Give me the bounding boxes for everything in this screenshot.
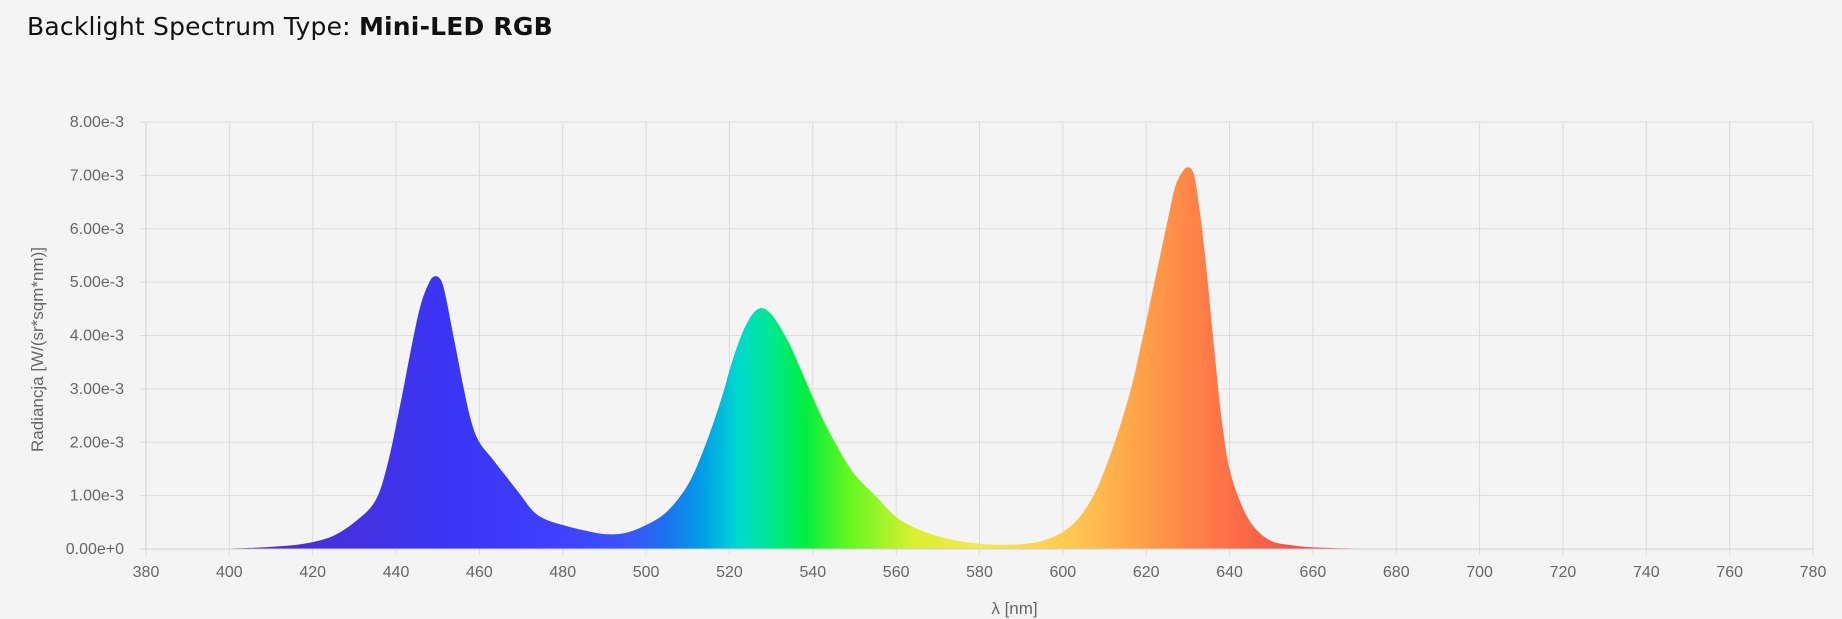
y-tick-label: 8.00e-3 — [70, 114, 124, 131]
x-tick-label: 640 — [1216, 564, 1243, 581]
y-tick-label: 6.00e-3 — [70, 221, 124, 238]
y-axis-title: Radiancja [W/(sr*sqm*nm)] — [28, 247, 47, 452]
y-tick-label: 4.00e-3 — [70, 328, 124, 345]
x-tick-label: 740 — [1633, 564, 1660, 581]
x-tick-label: 620 — [1133, 564, 1160, 581]
x-tick-label: 780 — [1800, 564, 1827, 581]
x-tick-label: 400 — [216, 564, 243, 581]
x-tick-label: 760 — [1716, 564, 1743, 581]
page-title: Backlight Spectrum Type: Mini-LED RGB — [27, 12, 553, 41]
y-tick-label: 5.00e-3 — [70, 274, 124, 291]
x-tick-label: 700 — [1466, 564, 1493, 581]
x-tick-label: 540 — [799, 564, 826, 581]
x-tick-label: 500 — [633, 564, 660, 581]
y-tick-label: 7.00e-3 — [70, 167, 124, 184]
spectrum-type-label: Backlight Spectrum Type: — [27, 12, 351, 41]
spectrum-type-value: Mini-LED RGB — [358, 12, 553, 41]
y-tick-label: 3.00e-3 — [70, 381, 124, 398]
x-tick-label: 660 — [1300, 564, 1327, 581]
x-tick-label: 520 — [716, 564, 743, 581]
x-tick-label: 380 — [133, 564, 160, 581]
x-tick-label: 720 — [1550, 564, 1577, 581]
x-tick-label: 480 — [549, 564, 576, 581]
x-tick-label: 440 — [383, 564, 410, 581]
x-tick-label: 460 — [466, 564, 493, 581]
x-tick-label: 560 — [883, 564, 910, 581]
axes: 380 400 420 440 460 480 500 520 540 560 580 600 620 6… — [66, 114, 1827, 581]
y-tick-label: 0.00e+0 — [66, 541, 124, 558]
x-tick-label: 600 — [1049, 564, 1076, 581]
y-tick-label: 2.00e-3 — [70, 434, 124, 451]
x-tick-label: 680 — [1383, 564, 1410, 581]
x-axis-title: λ [nm] — [991, 599, 1037, 618]
x-tick-label: 420 — [299, 564, 326, 581]
x-tick-label: 580 — [966, 564, 993, 581]
y-tick-label: 1.00e-3 — [70, 488, 124, 505]
